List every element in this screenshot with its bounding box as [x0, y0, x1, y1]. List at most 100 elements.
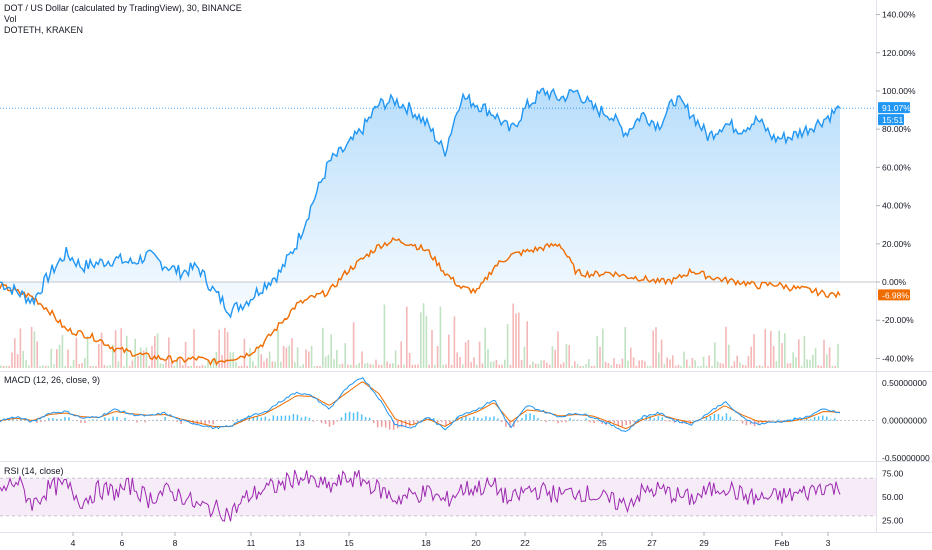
- volume-bar: [411, 364, 414, 368]
- volume-bar: [366, 362, 369, 368]
- volume-bar: [226, 331, 229, 368]
- volume-bar: [168, 337, 170, 368]
- volume-bar: [81, 363, 83, 368]
- volume-bar: [75, 337, 78, 368]
- macd-histogram-bar: [641, 417, 643, 421]
- macd-histogram-bar: [481, 418, 483, 421]
- macd-line[interactable]: [0, 377, 841, 433]
- volume-bar: [568, 345, 570, 368]
- volume-bar: [610, 365, 612, 368]
- volume-bar: [646, 365, 649, 368]
- macd-histogram-bar: [757, 420, 760, 426]
- macd-histogram-bar: [597, 420, 599, 422]
- rsi-tick-label: 50.00: [882, 492, 904, 502]
- macd-tick-label: -0.50000000: [882, 453, 930, 463]
- macd-histogram-bar: [561, 420, 563, 423]
- macd-histogram-bar: [348, 411, 351, 421]
- rsi-line[interactable]: [0, 469, 841, 522]
- volume-bar: [394, 350, 397, 368]
- macd-histogram-bar: [665, 420, 668, 422]
- main-price-axis[interactable]: 140.00% 120.00% 100.00% 80.00% 60.00% 40.00% 2…: [876, 10, 916, 364]
- volume-bar: [350, 364, 352, 368]
- macd-histogram-bar: [60, 419, 62, 421]
- volume-bar: [481, 363, 484, 368]
- volume-bar: [784, 333, 786, 368]
- macd-histogram-bar: [537, 418, 539, 421]
- volume-bar: [672, 355, 674, 368]
- dotusd-line[interactable]: [0, 87, 841, 319]
- volume-bar: [803, 335, 806, 368]
- legend-macd[interactable]: MACD (12, 26, close, 9): [4, 375, 101, 385]
- volume-bar: [266, 358, 268, 368]
- legend-compare[interactable]: DOTETH, KRAKEN: [4, 25, 84, 35]
- volume-bar: [392, 363, 394, 368]
- macd-histogram-bar: [809, 419, 812, 421]
- volume-bar: [484, 327, 486, 368]
- volume-bar: [775, 361, 778, 368]
- volume-bar: [159, 363, 162, 368]
- macd-axis[interactable]: 0.50000000 0.00000000 -0.50000000: [882, 378, 930, 463]
- volume-bar: [42, 365, 44, 368]
- legend-main[interactable]: DOT / US Dollar (calculated by TradingVi…: [4, 3, 242, 13]
- volume-bar: [134, 338, 136, 368]
- volume-bar: [655, 327, 657, 368]
- macd-histogram-bar: [380, 420, 383, 427]
- volume-bar: [355, 364, 358, 368]
- volume-bar: [641, 360, 643, 368]
- volume-bar: [498, 364, 500, 368]
- macd-histogram-bar: [469, 418, 471, 421]
- macd-histogram-bar: [737, 420, 740, 421]
- legend-vol[interactable]: Vol: [4, 14, 17, 24]
- macd-histogram-bar: [164, 416, 166, 421]
- volume-bar: [193, 329, 195, 368]
- dotusd-area: [0, 88, 840, 318]
- volume-bar: [117, 361, 120, 368]
- volume-bar: [246, 365, 248, 368]
- legend-rsi[interactable]: RSI (14, close): [4, 466, 64, 476]
- macd-histogram-bar: [240, 419, 243, 421]
- volume-bar: [271, 361, 274, 368]
- macd-histogram-bar: [80, 420, 82, 423]
- volume-bar: [554, 349, 556, 368]
- rsi-tick-label: 25.00: [882, 516, 904, 526]
- volume-bar: [257, 346, 260, 368]
- macd-histogram-bar: [629, 420, 631, 425]
- macd-histogram-bar: [725, 413, 728, 421]
- macd-histogram-bar: [822, 415, 824, 421]
- macd-histogram-bar: [417, 420, 419, 422]
- macd-histogram-bar: [212, 420, 214, 425]
- volume-bar: [557, 331, 559, 368]
- macd-histogram-bar: [24, 419, 26, 421]
- volume-bar: [728, 344, 730, 368]
- volume-bar: [504, 359, 506, 368]
- volume-bar: [280, 361, 282, 368]
- volume-bar: [173, 365, 176, 368]
- volume-bar: [439, 306, 442, 368]
- volume-bar: [686, 359, 688, 368]
- volume-bar: [187, 366, 190, 368]
- macd-histogram-bar: [208, 420, 210, 424]
- macd-histogram-bar: [360, 414, 363, 421]
- volume-bar: [817, 365, 820, 368]
- volume-bar: [621, 358, 624, 368]
- volume-bar: [585, 364, 587, 368]
- volume-bar: [422, 303, 425, 368]
- macd-histogram-bar: [308, 417, 311, 421]
- volume-bar: [252, 361, 254, 368]
- macd-histogram-bar: [284, 415, 287, 421]
- rsi-axis[interactable]: 75.00 50.00 25.00: [882, 468, 904, 525]
- volume-bar: [196, 365, 198, 368]
- volume-bar: [67, 349, 69, 368]
- time-axis[interactable]: 4 6 8 11 13 15 18 20 22 25 27 29 Feb 3: [71, 532, 831, 548]
- macd-histogram-bar: [509, 420, 511, 428]
- doteth-line[interactable]: [0, 236, 841, 367]
- volume-bar: [249, 347, 251, 368]
- rsi-tick-label: 75.00: [882, 468, 904, 478]
- volume-bar: [467, 340, 470, 368]
- macd-histogram-bar: [497, 418, 499, 421]
- volume-bar: [781, 343, 783, 368]
- y-tick-label: 0.00%: [882, 277, 907, 287]
- volume-bar: [512, 303, 514, 368]
- volume-bar: [142, 350, 145, 368]
